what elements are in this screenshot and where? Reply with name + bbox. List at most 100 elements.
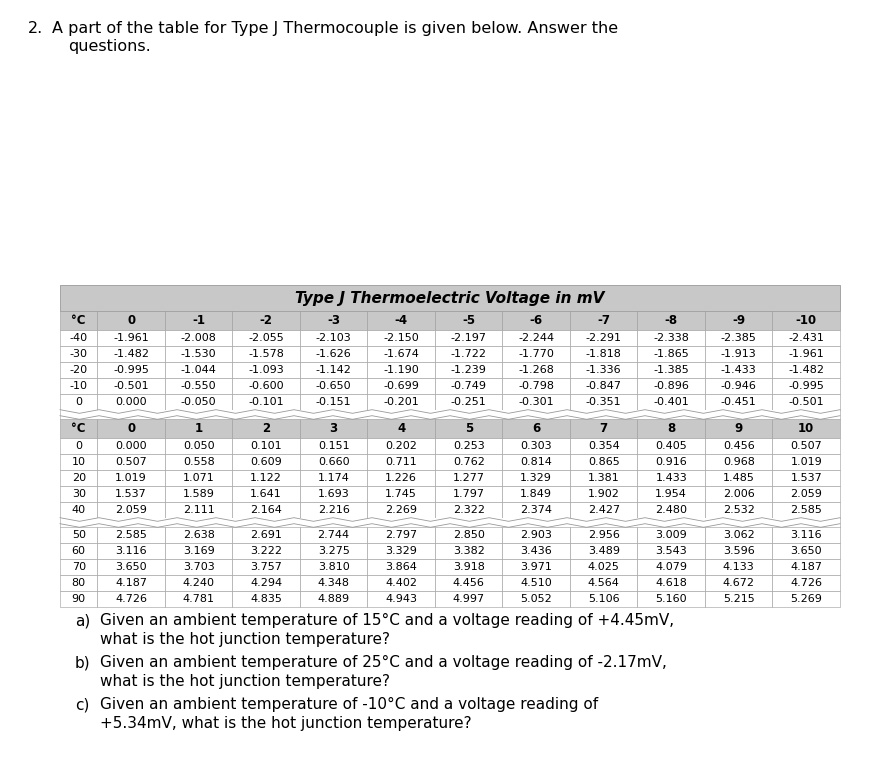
Text: 0.916: 0.916: [655, 457, 687, 467]
Bar: [232, 591, 300, 607]
Text: 0.711: 0.711: [385, 457, 417, 467]
Text: -1.142: -1.142: [315, 365, 351, 375]
Bar: [503, 438, 570, 454]
Text: 2.216: 2.216: [318, 505, 349, 515]
Bar: [98, 311, 165, 330]
Text: 20: 20: [72, 473, 86, 483]
Bar: [772, 575, 840, 591]
Text: 3.116: 3.116: [790, 530, 822, 540]
Bar: [98, 559, 165, 575]
Text: -1.482: -1.482: [113, 349, 149, 359]
Text: 2.956: 2.956: [588, 530, 620, 540]
Bar: [772, 486, 840, 502]
Bar: [60, 311, 98, 330]
Text: 4.187: 4.187: [116, 578, 147, 588]
Bar: [637, 346, 705, 362]
Bar: [98, 470, 165, 486]
Text: -1.530: -1.530: [181, 349, 217, 359]
Bar: [637, 543, 705, 559]
Bar: [98, 419, 165, 438]
Text: 0.660: 0.660: [318, 457, 349, 467]
Bar: [772, 470, 840, 486]
Bar: [165, 591, 232, 607]
Text: -1.044: -1.044: [181, 365, 217, 375]
Bar: [570, 559, 637, 575]
Bar: [60, 346, 98, 362]
Text: -0.251: -0.251: [451, 397, 487, 407]
Bar: [367, 362, 435, 378]
Bar: [772, 346, 840, 362]
Bar: [98, 378, 165, 394]
Text: 3.116: 3.116: [116, 546, 147, 556]
Bar: [367, 378, 435, 394]
Bar: [165, 438, 232, 454]
Text: 60: 60: [72, 546, 86, 556]
Bar: [300, 330, 367, 346]
Text: -1.722: -1.722: [451, 349, 487, 359]
Bar: [705, 575, 772, 591]
Bar: [705, 330, 772, 346]
Text: 2: 2: [263, 422, 271, 435]
Text: -1.626: -1.626: [315, 349, 351, 359]
Text: 3.222: 3.222: [250, 546, 282, 556]
Text: -1.239: -1.239: [451, 365, 487, 375]
Bar: [300, 454, 367, 470]
Bar: [98, 438, 165, 454]
Bar: [300, 543, 367, 559]
Bar: [772, 419, 840, 438]
Bar: [300, 346, 367, 362]
Text: 2.691: 2.691: [250, 530, 282, 540]
Text: -1: -1: [192, 314, 205, 327]
Bar: [637, 591, 705, 607]
Bar: [503, 470, 570, 486]
Bar: [435, 559, 503, 575]
Text: -0.798: -0.798: [518, 381, 555, 391]
Bar: [570, 575, 637, 591]
Text: 3.971: 3.971: [521, 562, 552, 572]
Text: °C: °C: [72, 422, 86, 435]
Bar: [232, 438, 300, 454]
Text: 3.596: 3.596: [723, 546, 754, 556]
Text: 2.638: 2.638: [183, 530, 215, 540]
Text: 1.589: 1.589: [183, 489, 215, 499]
Text: 10: 10: [72, 457, 86, 467]
Bar: [503, 330, 570, 346]
Text: 1.433: 1.433: [655, 473, 687, 483]
Text: -0.101: -0.101: [248, 397, 284, 407]
Text: 1.641: 1.641: [250, 489, 282, 499]
Text: 1.019: 1.019: [116, 473, 147, 483]
Text: 4.294: 4.294: [250, 578, 282, 588]
Bar: [435, 527, 503, 543]
Bar: [367, 486, 435, 502]
Text: -1.482: -1.482: [788, 365, 824, 375]
Text: 4.564: 4.564: [588, 578, 620, 588]
Bar: [367, 527, 435, 543]
Text: 1.693: 1.693: [318, 489, 349, 499]
Text: 2.269: 2.269: [385, 505, 418, 515]
Text: 3.810: 3.810: [318, 562, 349, 572]
Text: -1.818: -1.818: [586, 349, 622, 359]
Bar: [367, 502, 435, 518]
Text: -1.336: -1.336: [586, 365, 622, 375]
Text: 3.169: 3.169: [183, 546, 214, 556]
Bar: [60, 362, 98, 378]
Bar: [165, 559, 232, 575]
Text: °C: °C: [72, 314, 86, 327]
Bar: [503, 543, 570, 559]
Text: 3.329: 3.329: [385, 546, 418, 556]
Text: -30: -30: [70, 349, 88, 359]
Bar: [772, 378, 840, 394]
Text: 1.745: 1.745: [385, 489, 418, 499]
Bar: [637, 502, 705, 518]
Bar: [435, 362, 503, 378]
Bar: [705, 470, 772, 486]
Bar: [570, 346, 637, 362]
Text: -1.770: -1.770: [518, 349, 554, 359]
Bar: [98, 575, 165, 591]
Text: 5: 5: [464, 422, 473, 435]
Text: -2.008: -2.008: [181, 333, 217, 343]
Text: 3.062: 3.062: [723, 530, 754, 540]
Bar: [232, 311, 300, 330]
Bar: [232, 502, 300, 518]
Text: 4: 4: [397, 422, 405, 435]
